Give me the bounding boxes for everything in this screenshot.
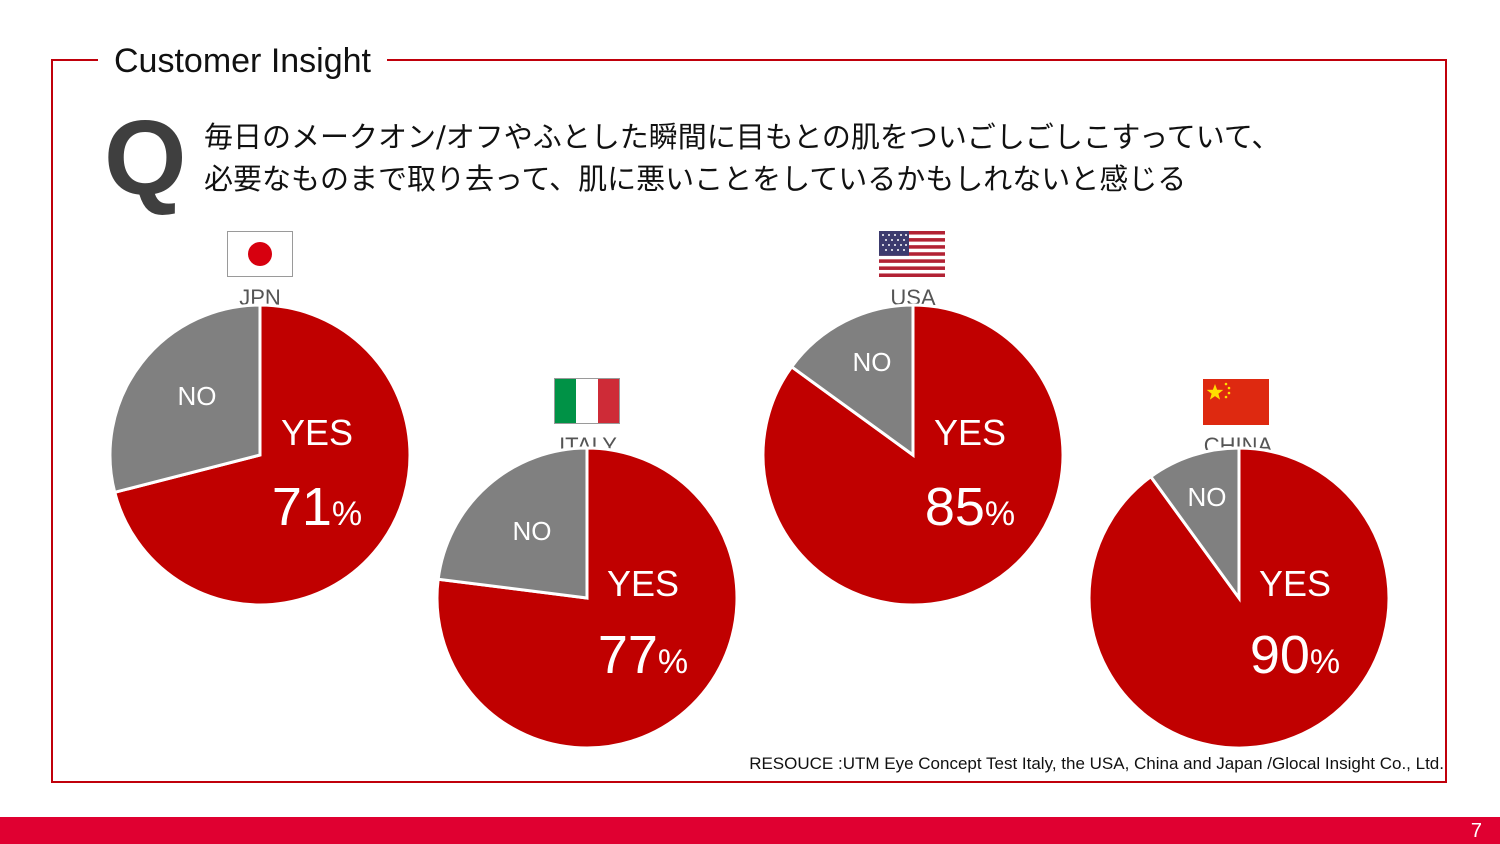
yes-label-italy: YES	[607, 563, 679, 604]
yes-label-jpn: YES	[281, 412, 353, 453]
source-note: RESOUCE :UTM Eye Concept Test Italy, the…	[749, 754, 1444, 773]
percent-sign-italy: %	[658, 643, 688, 681]
pie-slice-yes-italy	[435, 446, 739, 750]
usa-flag-icon	[879, 231, 945, 277]
no-label-china: NO	[1188, 482, 1227, 512]
yes-value-usa: 85%	[925, 477, 1015, 537]
no-label-jpn: NO	[178, 381, 217, 411]
yes-percent-china: 90	[1250, 625, 1310, 685]
yes-percent-usa: 85	[925, 477, 985, 537]
pie-slice-yes-jpn	[112, 303, 412, 607]
pie-slice-no-usa	[789, 303, 915, 458]
question-marker: Q	[104, 99, 187, 217]
yes-value-china: 90%	[1250, 625, 1340, 685]
no-label-italy: NO	[513, 516, 552, 546]
yes-percent-jpn: 71	[272, 477, 332, 537]
italy-flag-icon	[554, 378, 620, 424]
question-line-1: 毎日のメークオン/オフやふとした瞬間に目もとの肌をついごしごしこすっていて、	[204, 120, 1281, 154]
content-frame	[51, 59, 1447, 783]
pie-slice-no-china	[1148, 446, 1241, 603]
footer-bar	[0, 817, 1500, 844]
slide-title: Customer Insight	[98, 40, 387, 82]
percent-sign-usa: %	[985, 495, 1015, 533]
question-line-2: 必要なものまで取り去って、肌に悪いことをしているかもしれないと感じる	[204, 162, 1187, 196]
pie-slice-no-jpn	[108, 303, 262, 495]
yes-percent-italy: 77	[598, 625, 658, 685]
percent-sign-china: %	[1310, 643, 1340, 681]
japan-flag-icon	[227, 231, 293, 277]
yes-label-usa: YES	[934, 412, 1006, 453]
page-number: 7	[1470, 820, 1482, 842]
question-text: 毎日のメークオン/オフやふとした瞬間に目もとの肌をついごしごしこすっていて、 必…	[204, 116, 1404, 200]
yes-value-italy: 77%	[598, 625, 688, 685]
pie-slice-no-italy	[436, 446, 589, 600]
percent-sign-jpn: %	[332, 495, 362, 533]
yes-value-jpn: 71%	[272, 477, 362, 537]
yes-label-china: YES	[1259, 563, 1331, 604]
china-flag-icon	[1203, 379, 1269, 425]
no-label-usa: NO	[853, 347, 892, 377]
